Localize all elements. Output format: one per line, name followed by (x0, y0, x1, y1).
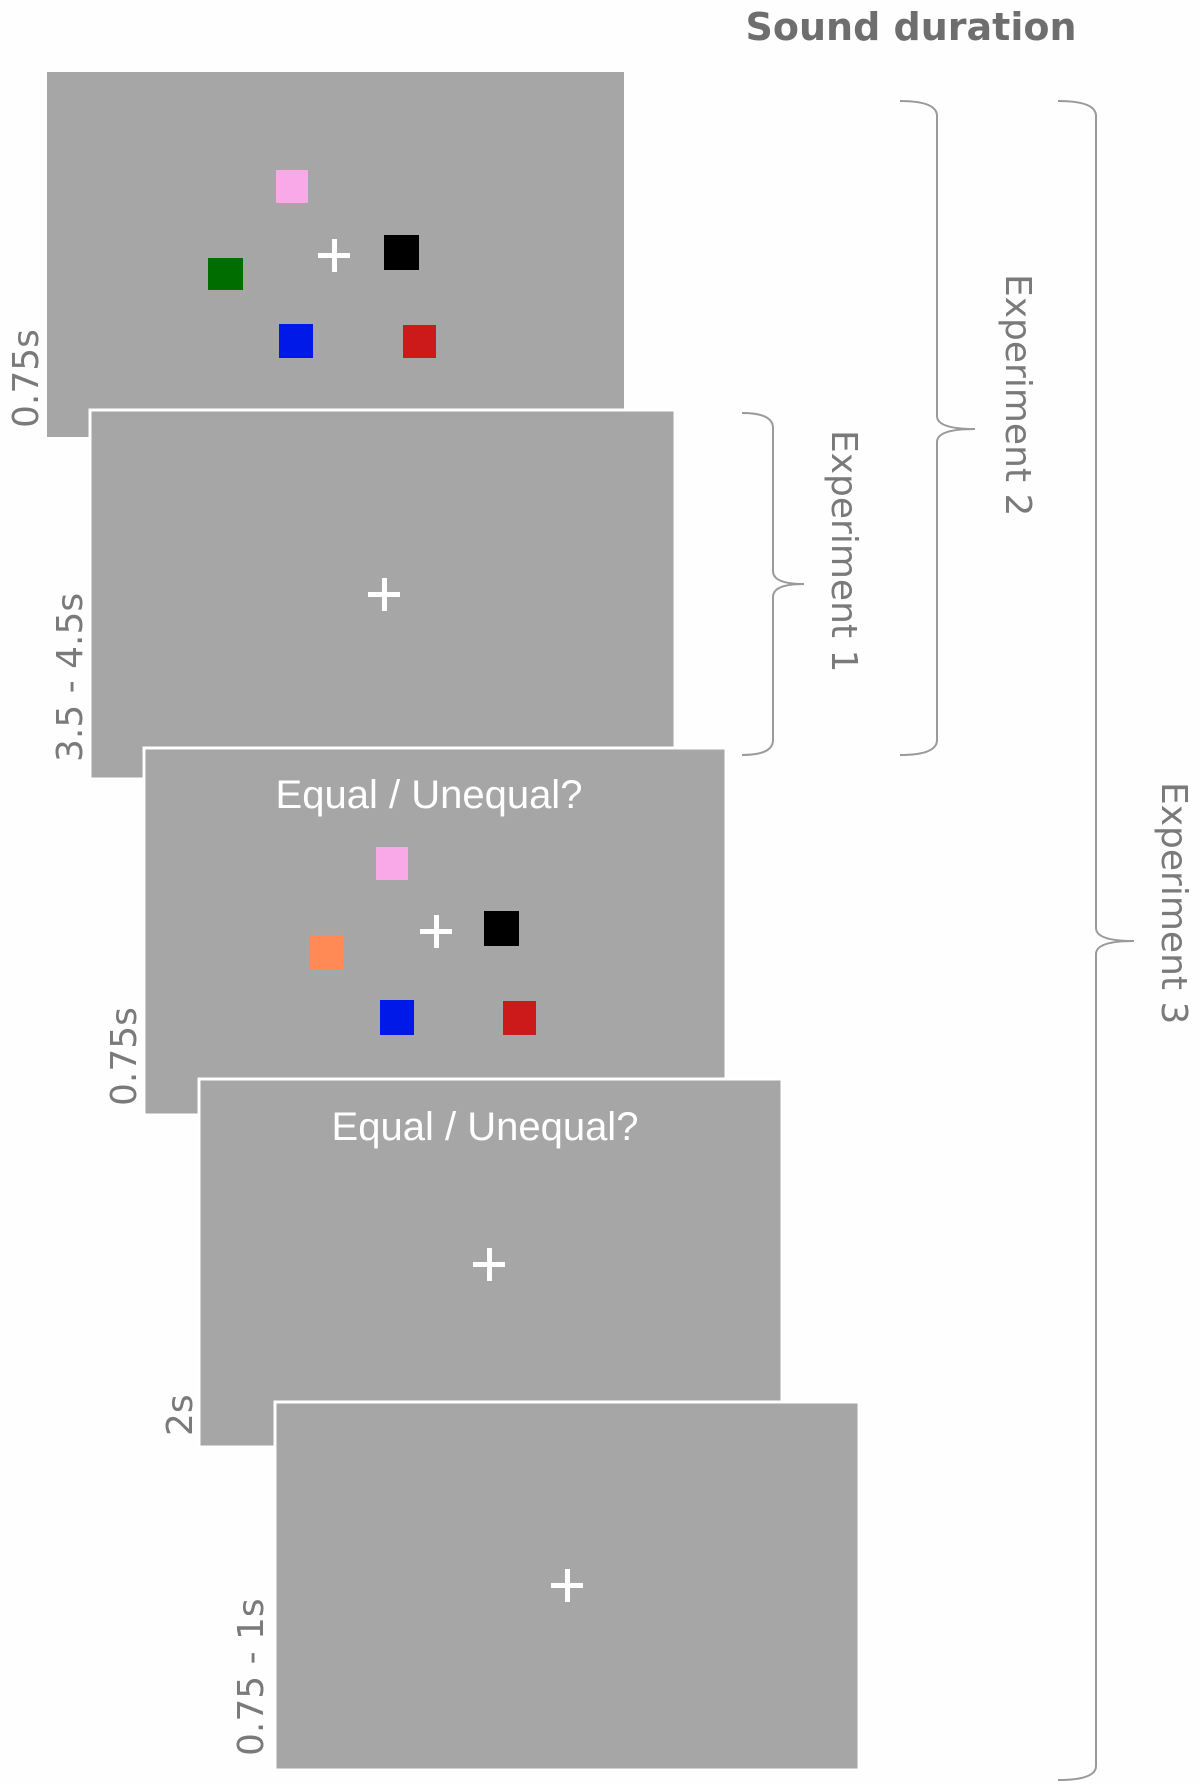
fixation-cross-icon (318, 239, 350, 272)
stimulus-square-pink (376, 847, 408, 880)
experiment-1-label: Experiment 1 (823, 430, 864, 672)
prompt-text-3: Equal / Unequal? (276, 773, 583, 817)
screen-2: 3.5 - 4.5s (50, 408, 677, 781)
stimulus-square-orange (309, 935, 344, 969)
duration-label-2: 3.5 - 4.5s (50, 593, 91, 762)
stimulus-square-green (208, 258, 243, 290)
stimulus-square-blue (380, 1000, 414, 1035)
screen-3: Equal / Unequal? 0.75s (104, 746, 728, 1117)
stimulus-square-red (503, 1001, 536, 1035)
prompt-text-4: Equal / Unequal? (332, 1105, 639, 1149)
experiment-2-brace (899, 100, 976, 756)
fixation-cross-icon (420, 915, 452, 948)
duration-label-1: 0.75s (6, 329, 47, 428)
stimulus-square-pink (276, 170, 308, 203)
duration-label-5: 0.75 - 1s (231, 1598, 272, 1756)
experiment-3-label: Experiment 3 (1153, 782, 1194, 1024)
experiment-2-label: Experiment 2 (997, 274, 1038, 516)
experiment-3-brace (1057, 100, 1135, 1781)
screen-5: 0.75 - 1s (231, 1400, 861, 1772)
stimulus-square-red (403, 325, 436, 358)
fixation-cross-icon (551, 1569, 583, 1602)
duration-label-4: 2s (160, 1394, 201, 1436)
fixation-cross-icon (473, 1248, 505, 1281)
screen-4: Equal / Unequal? 2s (160, 1077, 784, 1449)
stimulus-square-black (384, 235, 419, 270)
duration-label-3: 0.75s (104, 1007, 145, 1106)
experiment-1-brace (741, 412, 805, 756)
diagram-title: Sound duration (746, 5, 1077, 49)
fixation-cross-icon (368, 578, 400, 611)
stimulus-square-blue (279, 324, 313, 358)
stimulus-square-black (484, 911, 519, 946)
screen-1: 0.75s (6, 72, 624, 437)
